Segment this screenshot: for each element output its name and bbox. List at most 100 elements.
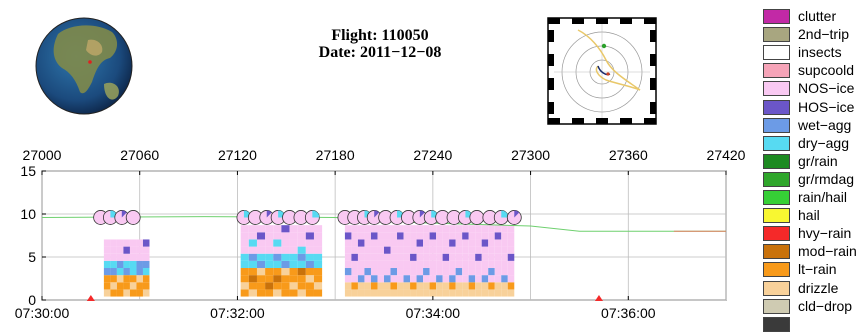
heatmap-cell	[455, 225, 463, 233]
heatmap-cell	[289, 275, 298, 283]
legend-label: 2nd−trip	[798, 26, 849, 43]
heatmap-cell	[442, 268, 450, 276]
heatmap-cell	[273, 282, 282, 290]
heatmap-cell	[403, 246, 411, 254]
heatmap-cell	[429, 225, 437, 233]
heatmap-cell	[248, 232, 257, 240]
heatmap-cell	[313, 275, 323, 283]
heatmap-cell	[455, 268, 463, 276]
heatmap-cell	[357, 225, 365, 233]
heatmap-cell	[344, 268, 352, 276]
heatmap-cell	[429, 239, 437, 247]
heatmap-cell	[103, 246, 111, 254]
bottom-axis-tick-label: 07:34:00	[406, 305, 461, 321]
heatmap-cell	[397, 225, 404, 233]
heatmap-cell	[475, 268, 482, 276]
heatmap-cell	[129, 260, 137, 269]
y-axis-tick-label: 15	[20, 163, 36, 179]
heatmap-cell	[265, 260, 274, 269]
heatmap-cell	[103, 268, 111, 276]
heatmap-cell	[313, 268, 323, 276]
heatmap-cell	[313, 239, 323, 247]
heatmap-cell	[313, 246, 323, 254]
heatmap-cell	[357, 289, 365, 297]
heatmap-cell	[455, 289, 463, 297]
heatmap-cell	[449, 282, 456, 290]
heatmap-cell	[384, 246, 391, 254]
heatmap-cell	[488, 268, 495, 276]
heatmap-cell	[370, 268, 378, 276]
heatmap-cell	[507, 246, 515, 254]
heatmap-cell	[297, 268, 306, 276]
legend-swatch	[763, 99, 790, 115]
heatmap-cell	[351, 246, 358, 254]
heatmap-cell	[455, 282, 463, 290]
heatmap-cell	[110, 268, 117, 276]
legend-swatch	[763, 298, 790, 314]
heatmap-cell	[110, 246, 117, 254]
heatmap-cell	[256, 246, 266, 254]
heatmap-cell	[370, 246, 378, 254]
heatmap-cell	[423, 232, 430, 240]
heatmap-cell	[416, 239, 424, 247]
heatmap-cell	[248, 289, 257, 297]
heatmap-cell	[123, 289, 130, 297]
heatmap-cell	[507, 282, 515, 290]
heatmap-cell	[507, 239, 515, 247]
heatmap-cell	[397, 260, 404, 269]
heatmap-cell	[423, 260, 430, 269]
heatmap-cell	[370, 239, 378, 247]
legend-label: cld−drop	[798, 297, 853, 314]
heatmap-cell	[423, 289, 430, 297]
heatmap-cell	[423, 282, 430, 290]
legend-label: supcoold	[798, 62, 855, 79]
heatmap-cell	[123, 268, 130, 276]
heatmap-cell	[297, 282, 306, 290]
heatmap-cell	[110, 260, 117, 269]
heatmap-cell	[377, 275, 384, 283]
heatmap-cell	[416, 232, 424, 240]
legend-swatch	[763, 226, 790, 242]
heatmap-cell	[501, 225, 508, 233]
legend-swatch	[763, 244, 790, 260]
heatmap-cell	[289, 282, 298, 290]
heatmap-cell	[123, 246, 130, 254]
heatmap-cell	[364, 260, 371, 269]
heatmap-cell	[273, 268, 282, 276]
heatmap-cell	[265, 225, 274, 233]
top-axis-tick-label: 27300	[511, 147, 550, 163]
heatmap-cell	[136, 253, 143, 261]
heatmap-cell	[436, 225, 443, 233]
event-marker	[594, 295, 603, 301]
heatmap-cell	[281, 232, 290, 240]
heatmap-cell	[370, 260, 378, 269]
legend-label: gr/rmdag	[798, 170, 855, 187]
heatmap-cell	[403, 253, 411, 261]
heatmap-cell	[116, 282, 124, 290]
heatmap-cell	[442, 225, 450, 233]
heatmap-cell	[136, 282, 143, 290]
pie-marker-slice	[312, 210, 320, 218]
heatmap-cell	[416, 268, 424, 276]
heatmap-cell	[475, 225, 482, 233]
heatmap-cell	[501, 232, 508, 240]
heatmap-cell	[129, 268, 137, 276]
heatmap-cell	[116, 275, 124, 283]
bottom-axis-tick-label: 07:32:00	[210, 305, 265, 321]
heatmap-cell	[377, 225, 384, 233]
heatmap-cell	[384, 289, 391, 297]
heatmap-cell	[494, 225, 502, 233]
pie-marker-slice	[501, 210, 509, 218]
heatmap-cell	[110, 239, 117, 247]
heatmap-cell	[281, 275, 290, 283]
heatmap-cell	[410, 260, 417, 269]
heatmap-cell	[129, 275, 137, 283]
heatmap-cell	[313, 253, 323, 261]
heatmap-cell	[344, 246, 352, 254]
heatmap-cell	[390, 246, 398, 254]
heatmap-cell	[136, 239, 143, 247]
heatmap-cell	[281, 260, 290, 269]
heatmap-cell	[240, 260, 249, 269]
pie-marker	[469, 210, 485, 225]
legend-swatch	[763, 9, 790, 24]
